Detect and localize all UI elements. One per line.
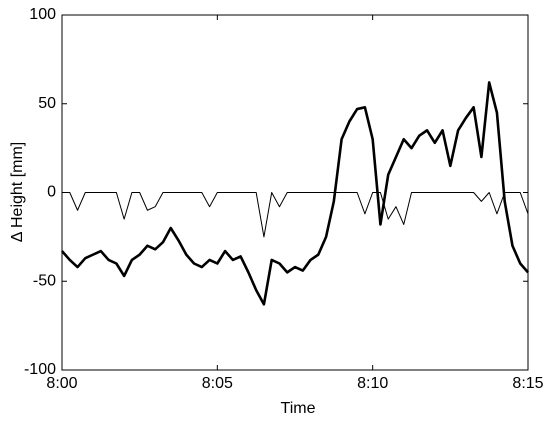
y-axis-label: Δ Height [mm] — [9, 142, 26, 243]
y-tick-label: 50 — [38, 95, 56, 112]
x-tick-label: 8:15 — [512, 375, 543, 392]
y-tick-label: -50 — [33, 272, 56, 289]
y-tick-label: 0 — [47, 184, 56, 201]
y-tick-label: 100 — [29, 6, 56, 23]
x-axis-label: Time — [281, 400, 316, 417]
data-line — [61, 81, 529, 306]
x-tick-label: 8:00 — [46, 375, 77, 392]
x-tick-label: 8:05 — [202, 375, 233, 392]
data-line — [62, 192, 529, 238]
y-tick-label: -100 — [24, 361, 56, 378]
x-tick-label: 8:10 — [357, 375, 388, 392]
